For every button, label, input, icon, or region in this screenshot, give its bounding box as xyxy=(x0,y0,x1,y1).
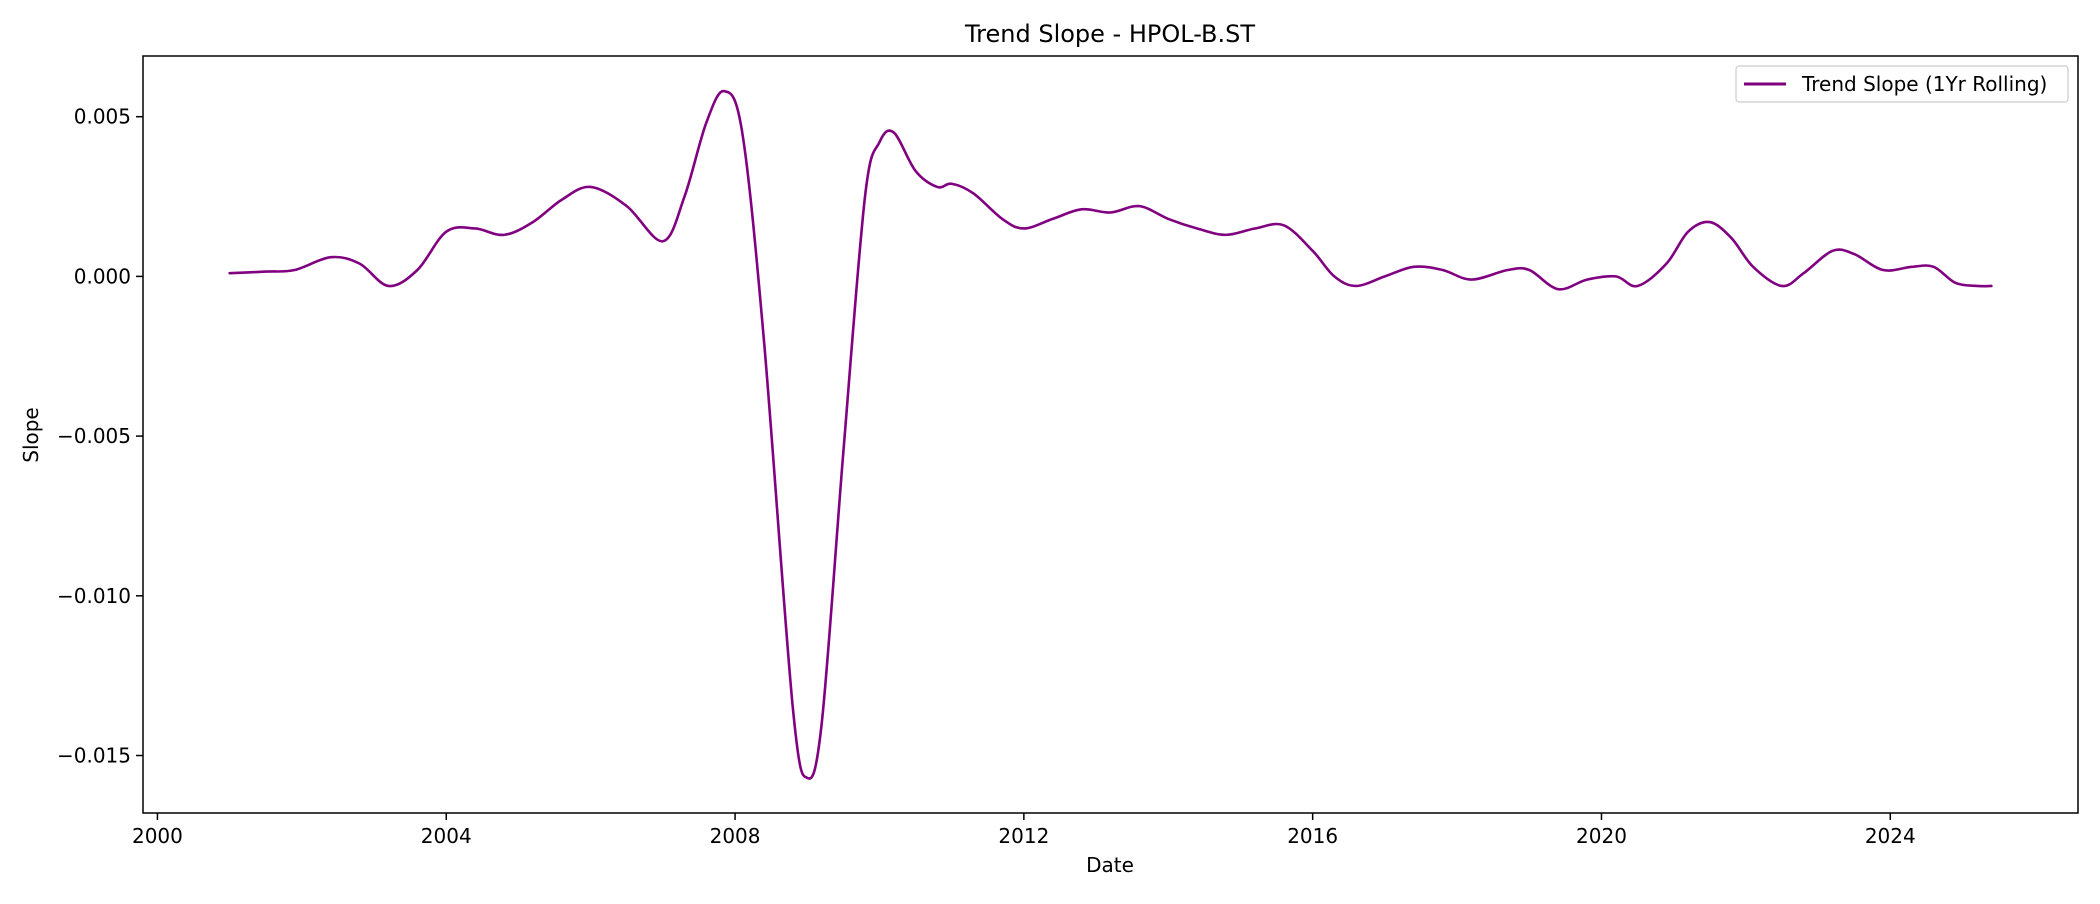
x-tick-label: 2020 xyxy=(1576,824,1627,848)
y-tick-label: 0.005 xyxy=(74,105,131,129)
x-tick-label: 2004 xyxy=(421,824,472,848)
x-tick-label: 2012 xyxy=(998,824,1049,848)
legend-entry-label: Trend Slope (1Yr Rolling) xyxy=(1801,72,2047,96)
series-line-trend-slope xyxy=(228,89,1993,780)
y-tick-label: −0.010 xyxy=(57,584,131,608)
y-tick-label: −0.005 xyxy=(57,424,131,448)
legend: Trend Slope (1Yr Rolling) xyxy=(1735,65,2069,103)
x-axis-label: Date xyxy=(1086,853,1134,877)
legend-box xyxy=(1735,65,2069,103)
x-tick-label: 2024 xyxy=(1865,824,1916,848)
chart-title: Trend Slope - HPOL-B.ST xyxy=(964,20,1255,48)
y-tick-label: 0.000 xyxy=(74,264,131,288)
plot-area-frame xyxy=(142,55,2079,814)
x-tick-label: 2000 xyxy=(132,824,183,848)
y-tick-label: −0.015 xyxy=(57,744,131,768)
x-axis: 2000 2004 2008 2012 2016 2020 2024 xyxy=(132,813,1916,848)
series-layer xyxy=(228,89,1993,780)
x-tick-label: 2016 xyxy=(1287,824,1338,848)
x-tick-label: 2008 xyxy=(710,824,761,848)
y-axis-label: Slope xyxy=(19,407,43,463)
y-axis: 0.005 0.000 −0.005 −0.010 −0.015 xyxy=(57,105,143,768)
